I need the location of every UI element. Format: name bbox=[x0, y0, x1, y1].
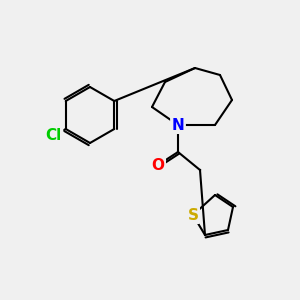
Text: Cl: Cl bbox=[46, 128, 62, 143]
Text: S: S bbox=[188, 208, 199, 223]
Text: N: N bbox=[172, 118, 184, 133]
Text: O: O bbox=[152, 158, 164, 172]
